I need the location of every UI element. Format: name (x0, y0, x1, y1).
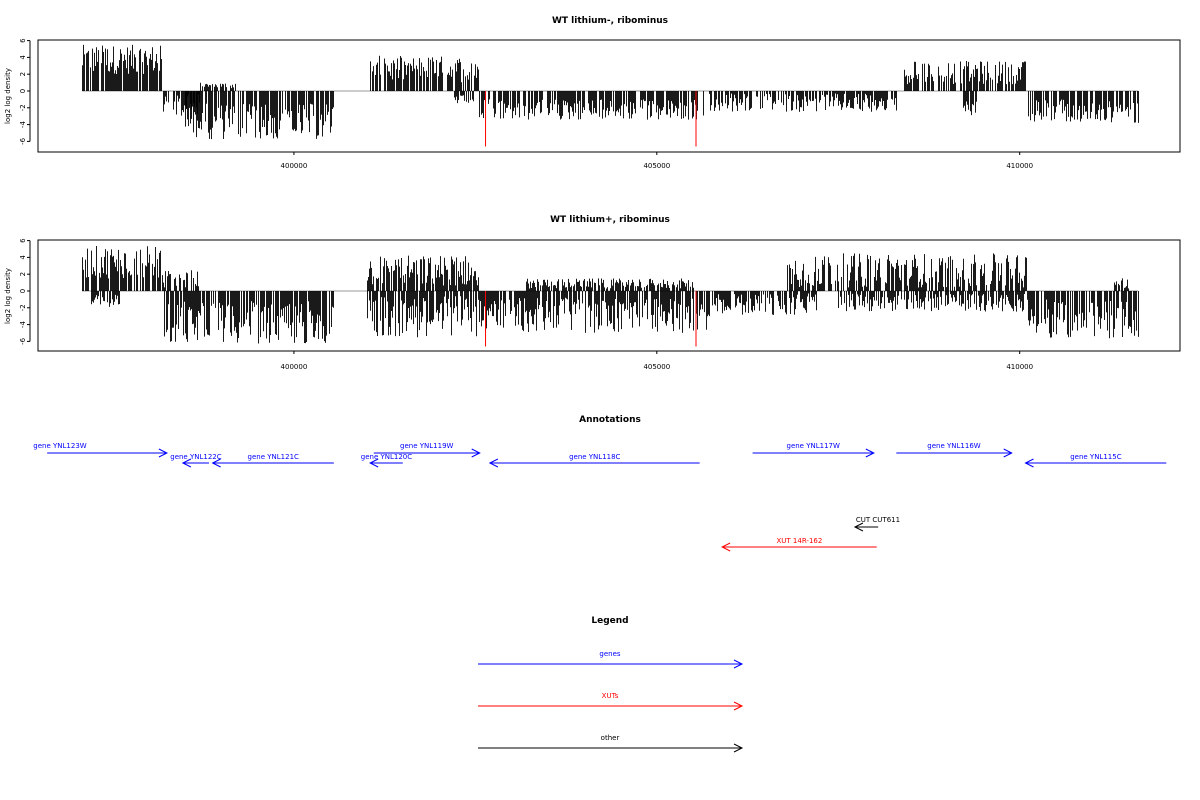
feature-label: gene YNL120C (361, 453, 412, 461)
annotation-feature[interactable]: XUT 14R-162 (721, 537, 877, 552)
plot-frame (37, 239, 1181, 352)
y-tick-label: -4 (19, 121, 27, 129)
annotation-feature[interactable]: gene YNL121C (211, 453, 334, 468)
arrow-head-icon (158, 448, 169, 458)
x-tick-label: 400000 (281, 162, 308, 170)
density-bars (82, 44, 1139, 147)
arrow-head-icon (471, 448, 481, 458)
y-tick-label: 2 (19, 272, 27, 276)
legend-entry: other (478, 734, 744, 753)
legend-label: other (601, 734, 620, 742)
feature-label: XUT 14R-162 (777, 537, 823, 545)
x-axis: 400000 405000 410000 (281, 351, 1033, 371)
x-axis: 400000 405000 410000 (281, 152, 1033, 170)
feature-label: gene YNL121C (248, 453, 299, 461)
legend-label: genes (599, 650, 620, 658)
annotation-feature[interactable]: gene YNL116W (896, 442, 1013, 458)
y-tick-label: 6 (19, 38, 27, 43)
legend-items: genes XUTs other (478, 650, 744, 753)
x-tick-label: 405000 (643, 363, 670, 371)
y-axis-label: log2 log density (4, 268, 12, 324)
y-tick-label: -2 (19, 104, 27, 111)
feature-label: gene YNL123W (33, 442, 86, 450)
legend-title: Legend (591, 616, 628, 626)
annotation-features: gene YNL123W gene YNL122C gene YNL121C gene… (33, 442, 1167, 552)
annotation-feature[interactable]: gene YNL122C (170, 453, 222, 468)
legend-label: XUTs (602, 692, 619, 700)
track-title: WT lithium+, ribominus (550, 215, 670, 225)
plot-frame (37, 39, 1181, 153)
track-panel-lithium-plus: WT lithium+, ribominus log2 log density … (4, 215, 1181, 371)
y-tick-label: -6 (19, 137, 27, 145)
y-tick-label: 4 (19, 55, 27, 60)
arrow-head-icon (733, 701, 744, 711)
x-tick-label: 410000 (1006, 162, 1033, 170)
arrow-head-icon (733, 659, 744, 669)
y-tick-label: -2 (19, 304, 27, 311)
annotation-feature[interactable]: gene YNL123W (33, 442, 169, 458)
arrow-head-icon (488, 458, 499, 468)
feature-label: gene YNL118C (569, 453, 620, 461)
annotation-feature[interactable]: gene YNL117W (752, 442, 875, 458)
feature-label: gene YNL116W (927, 442, 980, 450)
legend: Legend genes XUTs other (478, 616, 744, 753)
x-tick-label: 405000 (643, 162, 670, 170)
feature-label: gene YNL119W (400, 442, 453, 450)
feature-label: gene YNL122C (170, 453, 221, 461)
arrow-head-icon (369, 458, 379, 468)
arrow-head-icon (733, 743, 744, 753)
arrow-head-icon (853, 522, 864, 532)
annotation-feature[interactable]: CUT CUT611 (853, 516, 900, 532)
y-tick-label: 0 (19, 289, 27, 293)
annotation-feature[interactable]: gene YNL118C (488, 453, 700, 468)
y-axis: 6 4 2 0 -2 -4 -6 (19, 38, 31, 145)
feature-label: gene YNL117W (787, 442, 840, 450)
arrow-head-icon (211, 458, 221, 468)
y-tick-label: 4 (19, 255, 27, 260)
feature-label: gene YNL115C (1070, 453, 1121, 461)
annotation-feature[interactable]: gene YNL120C (361, 453, 412, 468)
arrow-head-icon (721, 542, 731, 552)
density-bars (82, 245, 1139, 347)
legend-entry: genes (478, 650, 744, 669)
y-tick-label: 2 (19, 72, 27, 76)
track-panel-lithium-minus: WT lithium-, ribominus log2 log density … (4, 16, 1181, 170)
annotations-title: Annotations (579, 415, 641, 425)
y-axis: 6 4 2 0 -2 -4 -6 (19, 238, 31, 345)
x-tick-label: 410000 (1006, 363, 1033, 371)
y-tick-label: -4 (19, 321, 27, 329)
annotation-feature[interactable]: gene YNL115C (1024, 453, 1167, 468)
arrow-head-icon (1003, 448, 1013, 458)
arrow-head-icon (1024, 458, 1034, 468)
y-tick-label: 6 (19, 238, 27, 243)
arrow-head-icon (181, 458, 192, 468)
legend-entry: XUTs (478, 692, 744, 711)
annotation-feature[interactable]: gene YNL119W (373, 442, 481, 458)
feature-label: CUT CUT611 (856, 516, 900, 524)
y-tick-label: 0 (19, 89, 27, 93)
y-axis-label: log2 log density (4, 68, 12, 124)
x-tick-label: 400000 (281, 363, 308, 371)
track-title: WT lithium-, ribominus (552, 16, 668, 26)
y-tick-label: -6 (19, 337, 27, 345)
arrow-head-icon (865, 448, 875, 458)
